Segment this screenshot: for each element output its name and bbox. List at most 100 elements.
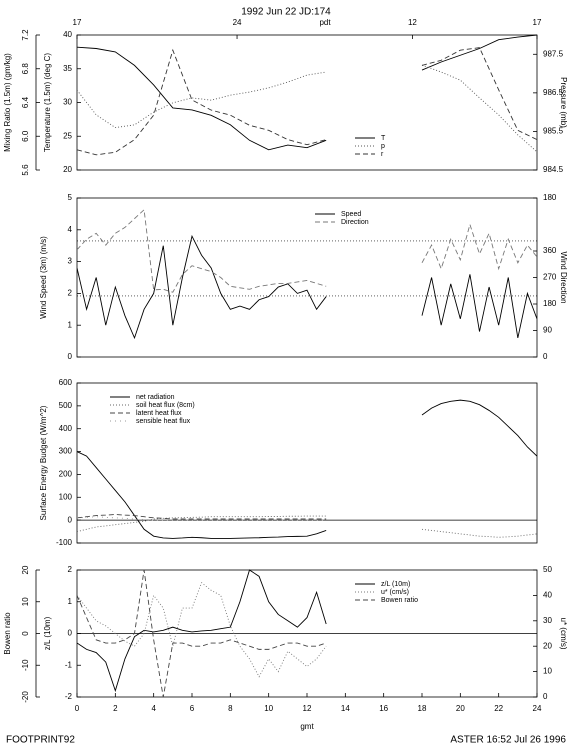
- data-line: [77, 64, 537, 153]
- y2-axis-label: Wind Direction: [559, 251, 568, 303]
- data-line: [77, 47, 537, 156]
- y-tick-label: 1: [68, 320, 73, 329]
- legend-label: T: [381, 135, 386, 142]
- y2-tick-label: 20: [543, 641, 552, 650]
- data-line: [77, 208, 537, 293]
- y2-tick-label: 270: [543, 273, 557, 282]
- legend-label: soil heat flux (8cm): [136, 402, 195, 409]
- x2-tick-label: 17: [533, 18, 542, 27]
- y3-tick-label: 6.4: [21, 96, 30, 108]
- legend-label: net radiation: [136, 394, 175, 401]
- y3-tick-label: 5.6: [21, 164, 30, 176]
- y2-tick-label: 986.5: [543, 88, 564, 97]
- y-tick-label: 1: [68, 597, 73, 606]
- y-tick-label: 5: [68, 193, 73, 202]
- x-tick-label: 16: [379, 704, 388, 713]
- y-tick-label: 30: [63, 98, 72, 107]
- x2-tick-label: 12: [408, 18, 417, 27]
- data-line: [77, 399, 537, 539]
- y2-tick-label: 10: [543, 667, 552, 676]
- y-tick-label: 0: [68, 515, 73, 524]
- figure-title: 1992 Jun 22 JD:174: [241, 7, 331, 18]
- y-axis-label: Surface Energy Budget (W/m^2): [39, 405, 48, 520]
- data-line: [77, 569, 327, 693]
- legend-label: Direction: [341, 219, 369, 226]
- y2-axis-label: Pressure (mb): [559, 77, 568, 128]
- y-axis-label: z/L (10m): [43, 616, 52, 650]
- legend-label: Speed: [341, 211, 361, 218]
- legend-label: latent heat flux: [136, 410, 182, 417]
- legend-label: Bowen ratio: [381, 597, 418, 604]
- legend-label: sensible heat flux: [136, 418, 191, 425]
- y3-tick-label: 10: [21, 597, 30, 606]
- y2-tick-label: 30: [543, 616, 552, 625]
- y-tick-label: 3: [68, 257, 73, 266]
- y-axis-label: Wind Speed (3m) (m/s): [39, 236, 48, 319]
- y-tick-label: 300: [59, 447, 73, 456]
- y-tick-label: 0: [68, 352, 73, 361]
- plot-frame: [76, 382, 538, 544]
- x-tick-label: 22: [494, 704, 503, 713]
- y3-tick-label: 6.0: [21, 130, 30, 142]
- data-line: [77, 513, 327, 520]
- x-tick-label: 10: [264, 704, 273, 713]
- y3-tick-label: -20: [21, 691, 30, 703]
- x-tick-label: 20: [456, 704, 465, 713]
- y-tick-label: 20: [63, 165, 72, 174]
- y3-tick-label: -10: [21, 659, 30, 671]
- y-tick-label: 400: [59, 424, 73, 433]
- x2-tick-label: 24: [233, 18, 242, 27]
- x-tick-label: 4: [151, 704, 156, 713]
- y3-axis-label: Mixing Ratio (1.5m) (gm/kg): [3, 53, 12, 152]
- y2-axis-label: u* (cm/s): [559, 618, 568, 650]
- data-line: [77, 34, 537, 151]
- y-tick-label: 4: [68, 225, 73, 234]
- y-tick-label: 2: [68, 289, 73, 298]
- y3-tick-label: 20: [21, 565, 30, 574]
- x2-axis-label: pdt: [319, 18, 331, 27]
- y2-tick-label: 985.5: [543, 127, 564, 136]
- y3-tick-label: 6.8: [21, 63, 30, 75]
- plot-frame: [76, 197, 538, 358]
- panel: -100 0 100 200 300 400 500 600 Surface Energy Bu…: [39, 378, 538, 547]
- y-tick-label: 100: [59, 492, 73, 501]
- x-tick-label: 0: [75, 704, 80, 713]
- y-tick-label: -1: [65, 660, 73, 669]
- footer-right: ASTER 16:52 Jul 26 1996: [450, 735, 566, 746]
- y-tick-label: -2: [65, 692, 73, 701]
- data-line: [77, 515, 537, 538]
- legend-label: p: [381, 143, 385, 150]
- y3-tick-label: 0: [21, 631, 30, 636]
- x-tick-label: 6: [190, 704, 195, 713]
- x-tick-label: 8: [228, 704, 233, 713]
- y2-tick-label: 0: [543, 352, 548, 361]
- legend-label: u* (cm/s): [381, 589, 409, 596]
- y-tick-label: 25: [63, 131, 72, 140]
- x-tick-label: 24: [533, 704, 542, 713]
- x-tick-label: 12: [303, 704, 312, 713]
- legend-label: r: [381, 151, 384, 158]
- y3-tick-label: 7.2: [21, 29, 30, 41]
- x-tick-label: 14: [341, 704, 350, 713]
- data-line: [77, 569, 327, 698]
- y-tick-label: 500: [59, 401, 73, 410]
- data-line: [77, 516, 327, 521]
- y-tick-label: -100: [56, 538, 73, 547]
- y-tick-label: 35: [63, 64, 72, 73]
- legend-label: z/L (10m): [381, 581, 410, 588]
- y-axis-label: Temperature (1.5m) (deg C): [43, 53, 52, 152]
- x-tick-label: 2: [113, 704, 118, 713]
- y2-tick-label: 984.5: [543, 165, 564, 174]
- y2-tick-label: 0: [543, 692, 548, 701]
- y3-axis-label: Bowen ratio: [3, 612, 12, 655]
- footer-left: FOOTPRINT92: [6, 735, 75, 746]
- panel: 0 1 2 3 4 5 Wind Speed (3m) (m/s) 0 90 180 270 360 1…: [39, 193, 568, 361]
- data-line: [77, 581, 327, 678]
- data-line: [77, 234, 537, 340]
- y2-tick-label: 360: [543, 246, 557, 255]
- plot-frame: [76, 34, 538, 171]
- x-axis-label: gmt: [300, 722, 314, 731]
- y-tick-label: 200: [59, 470, 73, 479]
